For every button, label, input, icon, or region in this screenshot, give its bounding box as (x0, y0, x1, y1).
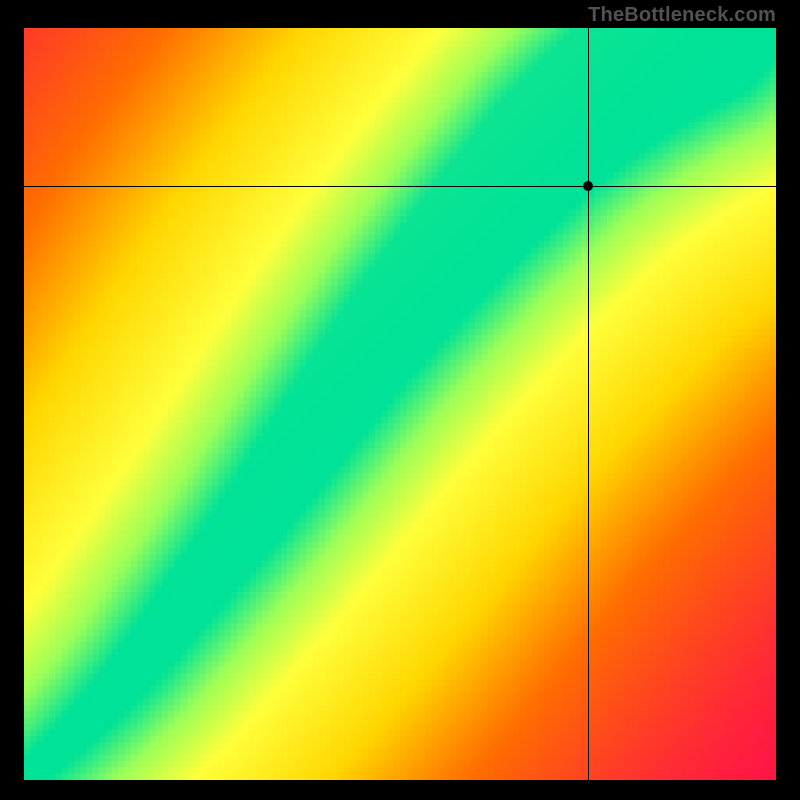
watermark-text: TheBottleneck.com (588, 4, 776, 27)
crosshair-marker (583, 181, 593, 191)
crosshair-vertical (588, 28, 589, 780)
heatmap-canvas (24, 28, 776, 780)
heatmap-plot (24, 28, 776, 780)
crosshair-horizontal (24, 186, 776, 187)
